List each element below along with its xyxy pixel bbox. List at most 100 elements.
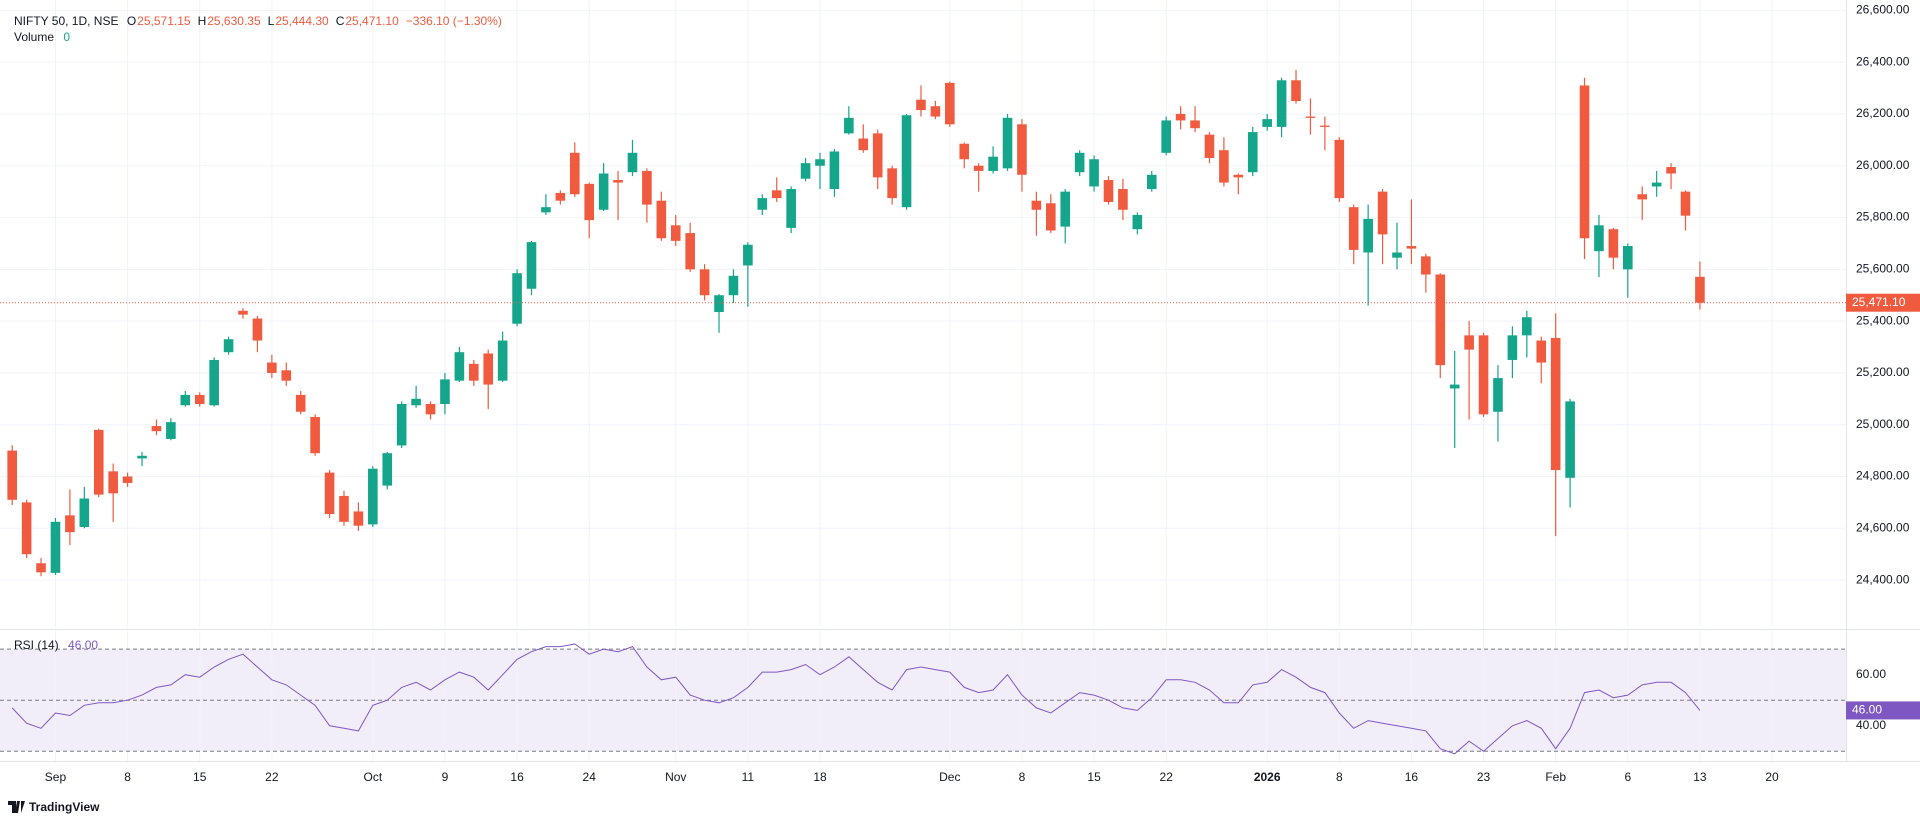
candle-body [93, 429, 104, 495]
candle-body [353, 511, 364, 526]
candle-body [1406, 246, 1417, 249]
candle-body [36, 563, 46, 573]
y-tick-label: 24,400.00 [1856, 572, 1910, 586]
y-tick-label: 26,000.00 [1856, 158, 1910, 172]
candle-body [1132, 214, 1143, 230]
candle-body [1536, 340, 1547, 363]
candle-body [425, 403, 436, 415]
y-tick-label: 25,800.00 [1856, 210, 1910, 224]
candle-body [829, 151, 840, 190]
y-tick-label: 24,600.00 [1856, 520, 1910, 534]
candle-body [108, 471, 118, 494]
y-tick-label: 26,200.00 [1856, 106, 1910, 120]
x-tick-label: 20 [1765, 770, 1779, 784]
candle-body [1680, 191, 1691, 216]
x-tick-label: 2026 [1254, 770, 1281, 784]
candle-body [1594, 225, 1604, 252]
candle-body [1666, 167, 1676, 174]
candle-body [670, 225, 681, 241]
ohlc-change: −336.10 (−1.30%) [405, 14, 502, 28]
x-tick-label: 22 [265, 770, 279, 784]
candle-body [786, 189, 796, 228]
candle-body [714, 295, 724, 313]
candle-body [1348, 207, 1359, 250]
candle-body [1291, 80, 1301, 101]
candle-body [295, 394, 306, 412]
logo-icon [8, 801, 25, 813]
x-tick-label: Sep [45, 770, 67, 784]
candle-body [339, 495, 349, 522]
candle-body [267, 362, 277, 373]
ohlc-value: 25,444.30 [275, 14, 329, 28]
candle-body [180, 394, 191, 406]
ohlc-values: O25,571.15 H25,630.35 L25,444.30 C25,471.10… [123, 14, 503, 28]
candle-body [1651, 182, 1662, 187]
candle-body [699, 269, 710, 296]
y-tick-label: 25,600.00 [1856, 261, 1910, 275]
candle-body [1421, 256, 1431, 275]
candle-body [209, 359, 219, 406]
candle-body [1103, 179, 1114, 202]
candle-body [411, 398, 421, 406]
x-tick-label: 13 [1693, 770, 1707, 784]
y-tick-label: 26,400.00 [1856, 54, 1910, 68]
branding-text: TradingView [29, 800, 100, 814]
x-tick-label: 6 [1624, 770, 1631, 784]
candle-body [959, 143, 970, 160]
rsi-name: RSI (14) [14, 638, 59, 652]
ohlc-value: 25,630.35 [207, 14, 261, 28]
candle-body [1363, 218, 1373, 253]
y-tick-label: 25,400.00 [1856, 313, 1910, 327]
ohlc-value: 25,471.10 [345, 14, 399, 28]
candle-body [1002, 117, 1013, 169]
candle-body [1522, 317, 1532, 336]
rsi-value: 46.00 [68, 638, 99, 652]
candle-body [584, 183, 594, 221]
candle-body [815, 159, 825, 166]
candle-body [1695, 276, 1705, 303]
candle-body [598, 173, 609, 210]
candle-body [512, 273, 522, 324]
candle-body [1204, 134, 1215, 158]
candle-body [1493, 378, 1503, 412]
candle-body [1623, 246, 1633, 270]
candle-body [310, 416, 320, 454]
candle-body [555, 192, 566, 201]
candle-body [368, 468, 378, 525]
candle-body [743, 244, 753, 266]
candle-body [844, 117, 854, 134]
candle-body [800, 163, 811, 179]
candle-body [1074, 152, 1085, 173]
candle-body [483, 353, 494, 385]
candle-body [1392, 252, 1402, 258]
candle-body [656, 200, 667, 239]
candle-body [930, 106, 941, 117]
symbol: NIFTY 50, 1D, NSE [14, 14, 119, 28]
candle-body [569, 152, 580, 195]
rsi-line [11, 643, 1701, 755]
candle-body [757, 198, 768, 210]
price-label: 25,471.10 [1852, 295, 1906, 309]
x-tick-label: 18 [813, 770, 827, 784]
x-tick-label: 8 [124, 770, 131, 784]
rsi-legend: RSI (14) 46.00 [14, 638, 99, 652]
branding[interactable]: TradingView [8, 800, 99, 814]
x-tick-label: 9 [442, 770, 449, 784]
candle-body [1219, 150, 1229, 183]
candle-body [685, 233, 695, 270]
candle-body [1190, 120, 1200, 129]
candle-body [872, 133, 883, 178]
candle-body [1046, 203, 1056, 231]
candle-body [440, 379, 450, 404]
x-tick-label: Feb [1545, 770, 1566, 784]
candle-body [1507, 335, 1518, 360]
candle-body [1478, 335, 1489, 415]
candle-body [916, 99, 926, 111]
candle-body [1550, 337, 1561, 471]
candle-body [166, 422, 176, 439]
candle-body [1579, 85, 1590, 239]
candle-body [1118, 189, 1128, 210]
candle-body [238, 310, 248, 315]
